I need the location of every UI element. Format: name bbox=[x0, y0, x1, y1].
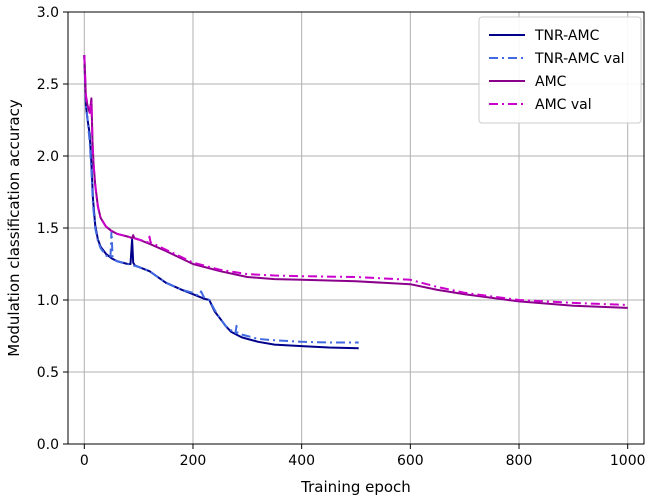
y-tick-label: 1.0 bbox=[37, 293, 59, 309]
series-line-2 bbox=[83, 55, 359, 344]
legend-box bbox=[478, 16, 642, 124]
legend-label: AMC bbox=[535, 74, 567, 90]
series-line-4 bbox=[83, 55, 628, 306]
x-tick-label: 1000 bbox=[610, 453, 646, 469]
y-tick-label: 2.5 bbox=[37, 77, 59, 93]
x-tick-label: 400 bbox=[288, 453, 315, 469]
x-tick-label: 0 bbox=[80, 453, 89, 469]
legend-label: AMC val bbox=[535, 97, 592, 113]
y-tick-label: 0.5 bbox=[37, 365, 59, 381]
legend-label: TNR-AMC bbox=[534, 28, 600, 44]
axis-ticks: 0 200 400 600 800 1000 0.0 0.5 1.0 1.5 2.0 2.5 3.0 bbox=[37, 5, 646, 469]
x-axis-title: Training epoch bbox=[300, 478, 411, 496]
legend: TNR-AMC TNR-AMC val AMC AMC val bbox=[478, 16, 642, 124]
x-tick-label: 200 bbox=[180, 453, 207, 469]
legend-label: TNR-AMC val bbox=[534, 51, 625, 67]
y-tick-label: 2.0 bbox=[37, 149, 59, 165]
y-tick-label: 0.0 bbox=[37, 437, 59, 453]
y-tick-label: 3.0 bbox=[37, 5, 59, 21]
y-tick-label: 1.5 bbox=[37, 221, 59, 237]
series-layer bbox=[83, 55, 628, 350]
series-line-1 bbox=[83, 55, 359, 350]
y-axis-title: Modulation classification accuracy bbox=[5, 99, 23, 357]
x-tick-label: 600 bbox=[397, 453, 424, 469]
x-tick-label: 800 bbox=[506, 453, 533, 469]
